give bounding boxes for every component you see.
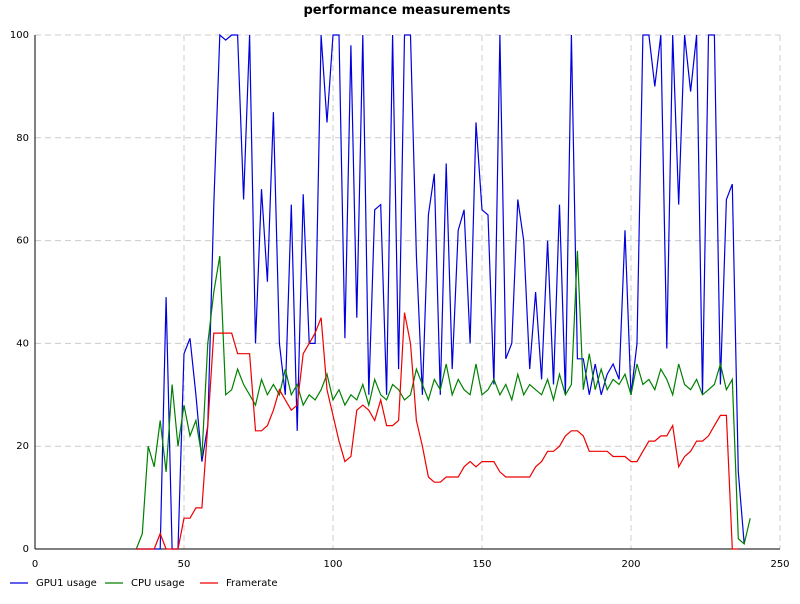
legend-label: CPU usage xyxy=(131,578,185,589)
series-line xyxy=(135,250,751,550)
series-line xyxy=(136,312,739,550)
legend-label: GPU1 usage xyxy=(36,578,97,589)
y-tick-label: 60 xyxy=(16,236,29,247)
legend-label: Framerate xyxy=(226,578,277,589)
y-tick-label: 40 xyxy=(16,338,29,349)
x-tick-label: 50 xyxy=(178,559,191,570)
y-tick-label: 100 xyxy=(10,30,29,41)
y-tick-label: 0 xyxy=(23,544,29,555)
x-tick-label: 100 xyxy=(323,559,342,570)
y-tick-label: 80 xyxy=(16,133,29,144)
x-tick-label: 0 xyxy=(32,559,38,570)
series-line xyxy=(136,33,745,550)
x-tick-label: 200 xyxy=(621,559,640,570)
x-tick-label: 150 xyxy=(472,559,491,570)
chart-title: performance measurements xyxy=(303,3,510,18)
y-tick-label: 20 xyxy=(16,441,29,452)
x-tick-label: 250 xyxy=(770,559,789,570)
